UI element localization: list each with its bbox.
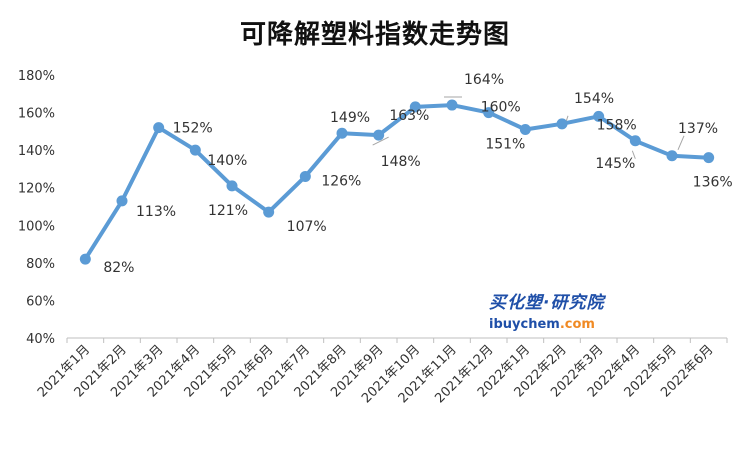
y-tick-label: 80% — [26, 257, 55, 272]
data-point — [519, 123, 531, 135]
data-point — [189, 144, 201, 156]
data-label: 164% — [464, 72, 504, 88]
leader-line — [677, 135, 685, 150]
watermark-logo: 买化塑·研究院 ibuychem.com — [489, 288, 649, 332]
data-label: 82% — [103, 260, 134, 276]
y-tick-label: 140% — [18, 144, 55, 159]
data-points — [79, 99, 715, 265]
data-point — [79, 253, 91, 265]
data-point — [226, 180, 238, 192]
data-point — [336, 127, 348, 139]
data-point — [666, 150, 678, 162]
data-labels: 82% 113% 152% 140% 121% 107% 126% 149% 148% 163% 1… — [103, 72, 732, 276]
data-label: 107% — [287, 219, 327, 235]
data-label: 158% — [597, 117, 637, 133]
y-tick-label: 160% — [18, 107, 55, 122]
watermark-brand: 买化塑·研究院 — [489, 293, 605, 313]
data-point — [703, 152, 715, 164]
data-label: 126% — [321, 173, 361, 189]
data-label: 121% — [208, 203, 248, 219]
data-label: 152% — [173, 121, 213, 137]
y-tick-label: 40% — [26, 332, 55, 347]
x-axis-ticks — [66, 338, 728, 343]
y-axis-labels: 40% 60% 80% 100% 120% 140% 160% 180% — [18, 69, 55, 347]
y-tick-label: 180% — [18, 69, 55, 84]
data-label: 148% — [381, 154, 421, 170]
data-point — [299, 170, 311, 182]
watermark-url: ibuychem.com — [489, 317, 649, 332]
leader-line — [372, 136, 389, 146]
leader-line — [631, 150, 636, 159]
data-label: 163% — [389, 108, 429, 124]
data-point — [483, 107, 495, 119]
data-label: 145% — [595, 156, 635, 172]
data-label: 137% — [678, 121, 718, 137]
data-label: 113% — [136, 204, 176, 220]
data-label: 136% — [693, 175, 733, 191]
y-tick-label: 120% — [18, 182, 55, 197]
watermark-url-suffix: .com — [559, 317, 595, 332]
data-label: 160% — [481, 100, 521, 116]
y-tick-label: 60% — [26, 294, 55, 309]
data-point — [373, 129, 385, 141]
data-point — [409, 101, 421, 113]
data-label: 151% — [485, 136, 525, 152]
data-label: 149% — [330, 110, 370, 126]
watermark-url-main: ibuychem — [489, 317, 560, 332]
data-point — [263, 206, 275, 218]
data-point — [556, 118, 568, 130]
data-label: 154% — [574, 91, 614, 107]
data-point — [116, 195, 128, 207]
data-label: 140% — [207, 153, 247, 169]
chart-title: 可降解塑料指数走势图 — [239, 20, 510, 50]
data-point — [629, 135, 641, 147]
y-tick-label: 100% — [18, 219, 55, 234]
data-point — [446, 99, 458, 111]
data-point — [593, 110, 605, 122]
data-point — [153, 122, 165, 134]
x-axis-labels: 2021年1月2021年2月2021年3月2021年4月2021年5月2021年… — [35, 342, 717, 406]
series-line — [83, 103, 711, 262]
